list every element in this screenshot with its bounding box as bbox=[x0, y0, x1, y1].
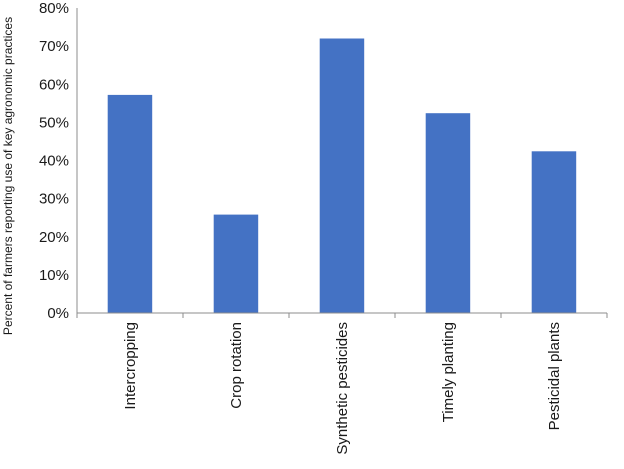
axes bbox=[76, 8, 608, 318]
bar-synthetic-pesticides bbox=[319, 38, 365, 313]
y-axis-ticks: 0% 10% 20% 30% 40% 50% 60% 70% 80% bbox=[39, 0, 69, 322]
x-axis-labels: Intercropping Crop rotation Synthetic pest… bbox=[122, 322, 563, 455]
x-category-label: Intercropping bbox=[122, 322, 139, 410]
x-category-label: Crop rotation bbox=[228, 322, 245, 409]
bars bbox=[107, 38, 577, 314]
y-tick-label: 80% bbox=[39, 0, 69, 17]
bar-pesticidal-plants bbox=[531, 151, 577, 313]
y-tick-label: 50% bbox=[39, 114, 69, 131]
y-tick-label: 40% bbox=[39, 153, 69, 170]
y-tick-label: 10% bbox=[39, 267, 69, 284]
y-axis-title: Percent of farmers reporting use of key … bbox=[1, 17, 15, 335]
y-tick-label: 20% bbox=[39, 229, 69, 246]
y-tick-label: 0% bbox=[47, 305, 69, 322]
y-tick-label: 30% bbox=[39, 191, 69, 208]
y-tick-label: 70% bbox=[39, 38, 69, 55]
x-category-label: Timely planting bbox=[440, 322, 457, 422]
bar-timely-planting bbox=[425, 113, 471, 313]
x-category-label: Pesticidal plants bbox=[546, 322, 563, 430]
bar-crop-rotation bbox=[213, 214, 259, 313]
x-category-label: Synthetic pesticides bbox=[334, 322, 351, 455]
bar-intercropping bbox=[107, 94, 153, 314]
y-tick-label: 60% bbox=[39, 76, 69, 93]
